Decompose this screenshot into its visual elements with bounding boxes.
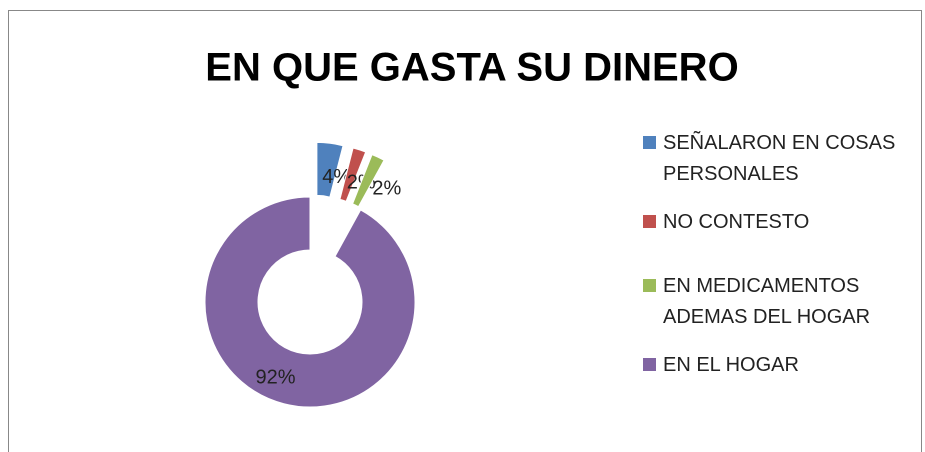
- data-label: 2%: [372, 177, 401, 199]
- legend-label: NO CONTESTO: [663, 211, 810, 233]
- legend-label: EN EL HOGAR: [663, 354, 799, 376]
- legend-swatch: [643, 279, 656, 292]
- legend-item: EN EL HOGAR: [643, 350, 913, 381]
- donut-slice: [204, 196, 416, 408]
- donut-slice: [316, 141, 344, 198]
- legend-swatch: [643, 358, 656, 371]
- data-label: 92%: [255, 366, 295, 388]
- legend: SEÑALARON EN COSAS PERSONALES NO CONTESTO…: [643, 128, 913, 381]
- chart-title: EN QUE GASTA SU DINERO: [205, 46, 738, 90]
- legend-item: NO CONTESTO: [643, 207, 913, 238]
- legend-swatch: [643, 136, 656, 149]
- legend-item: SEÑALARON EN COSAS PERSONALES: [643, 128, 913, 190]
- legend-label: EN MEDICAMENTOS ADEMAS DEL HOGAR: [663, 275, 871, 328]
- donut-slice: [351, 153, 385, 208]
- donut-slice: [339, 147, 367, 202]
- chart-border: [8, 10, 922, 452]
- legend-swatch: [643, 215, 656, 228]
- legend-label: SEÑALARON EN COSAS PERSONALES: [663, 132, 896, 185]
- legend-item: EN MEDICAMENTOS ADEMAS DEL HOGAR: [643, 271, 913, 333]
